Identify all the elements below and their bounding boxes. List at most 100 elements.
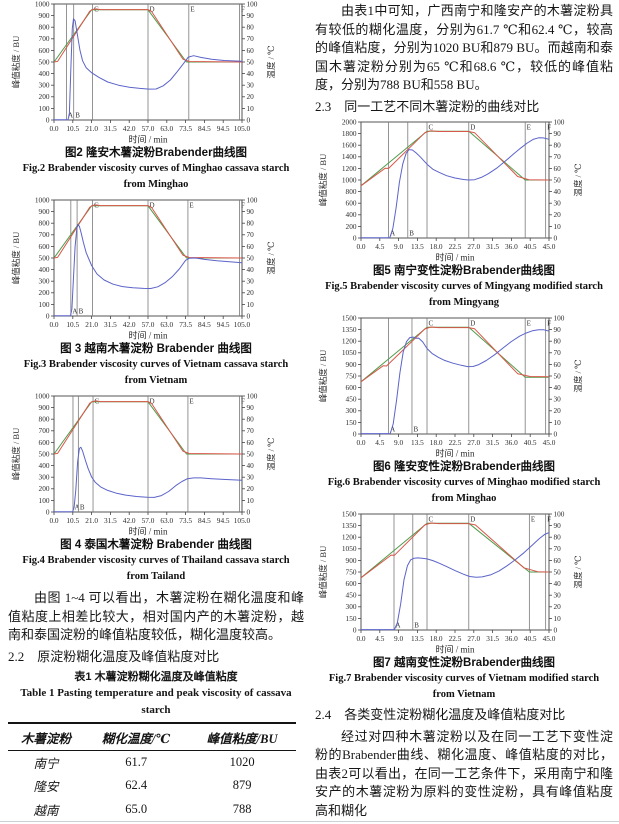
svg-text:900: 900 — [346, 359, 357, 368]
svg-text:150: 150 — [346, 613, 357, 622]
svg-text:60: 60 — [554, 359, 562, 368]
svg-text:27.0: 27.0 — [467, 634, 480, 643]
svg-text:700: 700 — [39, 230, 50, 239]
svg-text:B: B — [75, 112, 80, 120]
svg-text:27.0: 27.0 — [467, 438, 480, 447]
svg-text:400: 400 — [39, 69, 50, 78]
table-header-row: 木薯淀粉 糊化温度/℃ 峰值粘度/BU — [8, 722, 296, 751]
svg-text:45.0: 45.0 — [543, 242, 556, 251]
target-temperature-curve — [360, 522, 549, 578]
svg-text:31.5: 31.5 — [486, 242, 499, 251]
right-axis-title: 温度 / ℃ — [266, 45, 276, 78]
x-axis-title: 时间 / min — [128, 134, 168, 145]
svg-text:20: 20 — [247, 484, 255, 493]
paragraph-figures-summary: 由图 1~4 可以看出，木薯淀粉在糊化温度和峰值粘度上相差比较大，相对国内产的木… — [8, 590, 304, 642]
fig5-caption-cn: 图5 南宁变性淀粉Brabender曲线图 — [372, 264, 556, 277]
svg-text:70: 70 — [247, 34, 255, 43]
viscosity-curve — [54, 224, 243, 317]
svg-text:1500: 1500 — [342, 510, 357, 518]
svg-text:0.0: 0.0 — [356, 242, 365, 251]
viscosity-curve — [54, 446, 243, 513]
x-axis-title: 时间 / min — [435, 643, 475, 654]
svg-text:600: 600 — [39, 438, 50, 447]
left-axis-title: 峰值粘度 / BU — [318, 545, 328, 597]
paragraph-table-discussion: 由表1中可知，广西南宁和隆安产的木薯淀粉具有较低的糊化温度，分别为61.7 ℃和… — [315, 3, 613, 92]
x-axis-title: 时间 / min — [128, 526, 168, 537]
svg-text:42.0: 42.0 — [123, 320, 136, 329]
svg-text:60: 60 — [554, 555, 562, 564]
svg-text:60: 60 — [247, 242, 255, 251]
svg-text:100: 100 — [554, 118, 565, 126]
svg-text:105.0: 105.0 — [234, 516, 251, 525]
svg-text:4.5: 4.5 — [375, 242, 384, 251]
svg-text:A: A — [68, 112, 73, 120]
table1-caption-en: Table 1 Pasting temperature and peak vis… — [20, 686, 292, 716]
svg-text:13.5: 13.5 — [411, 242, 424, 251]
svg-text:84.5: 84.5 — [198, 124, 211, 133]
table-cell: 788 — [232, 801, 252, 816]
svg-text:40: 40 — [554, 187, 562, 196]
section-title: 各类变性淀粉糊化温度及峰值粘度对比 — [344, 706, 566, 722]
svg-text:A: A — [396, 621, 401, 629]
left-axis-title: 峰值粘度 / BU — [318, 349, 328, 401]
svg-text:10.5: 10.5 — [66, 124, 79, 133]
table1-caption-cn: 表1 木薯淀粉糊化温度及峰值粘度 — [74, 670, 238, 683]
svg-text:9.0: 9.0 — [394, 634, 403, 643]
svg-text:300: 300 — [346, 406, 357, 415]
paragraph-conclusion: 经过对四种木薯淀粉以及在同一工艺下变性淀粉的Brabender曲线、糊化温度、峰… — [315, 728, 613, 818]
svg-text:600: 600 — [346, 383, 357, 392]
svg-text:50: 50 — [247, 57, 255, 66]
svg-text:80: 80 — [247, 219, 255, 228]
svg-text:600: 600 — [346, 198, 357, 207]
svg-text:63.0: 63.0 — [160, 124, 173, 133]
section-title: 原淀粉糊化温度及峰值粘度对比 — [37, 648, 220, 664]
svg-text:80: 80 — [247, 415, 255, 424]
svg-text:18.0: 18.0 — [430, 438, 443, 447]
svg-text:900: 900 — [39, 11, 50, 20]
svg-text:800: 800 — [39, 219, 50, 228]
svg-text:600: 600 — [39, 242, 50, 251]
temperature-curve — [360, 326, 550, 382]
table-row: 隆安 62.4 879 — [8, 774, 296, 798]
svg-text:80: 80 — [554, 532, 562, 541]
svg-text:90: 90 — [247, 11, 255, 20]
svg-text:750: 750 — [346, 567, 357, 576]
svg-text:100: 100 — [39, 104, 50, 113]
right-axis-title: 温度 / ℃ — [573, 163, 583, 196]
svg-text:A: A — [72, 308, 77, 316]
svg-text:F: F — [547, 123, 551, 131]
svg-text:100: 100 — [247, 0, 258, 8]
svg-text:20: 20 — [554, 602, 562, 611]
svg-text:750: 750 — [346, 371, 357, 380]
svg-text:F: F — [241, 398, 245, 406]
svg-text:94.5: 94.5 — [217, 516, 230, 525]
svg-text:E: E — [190, 6, 194, 14]
svg-text:13.5: 13.5 — [411, 634, 424, 643]
svg-text:80: 80 — [554, 140, 562, 149]
svg-text:40: 40 — [247, 69, 255, 78]
svg-text:100: 100 — [39, 300, 50, 309]
svg-text:F: F — [547, 319, 551, 327]
svg-text:500: 500 — [39, 253, 50, 262]
svg-text:84.5: 84.5 — [198, 320, 211, 329]
svg-text:F: F — [241, 6, 245, 14]
svg-text:1050: 1050 — [342, 348, 357, 357]
left-axis-title: 峰值粘度 / BU — [11, 428, 21, 480]
svg-text:20: 20 — [554, 406, 562, 415]
svg-text:1200: 1200 — [342, 532, 357, 541]
svg-text:90: 90 — [247, 403, 255, 412]
svg-text:40.5: 40.5 — [524, 242, 537, 251]
svg-text:50: 50 — [554, 567, 562, 576]
svg-text:36.0: 36.0 — [505, 242, 518, 251]
left-column: 0 100 200 300 400 500 600 700 800 900 1000 0 10 20 30 4… — [8, 0, 304, 824]
svg-text:57.0: 57.0 — [142, 516, 155, 525]
svg-text:22.5: 22.5 — [449, 438, 462, 447]
svg-text:70: 70 — [554, 544, 562, 553]
fig7-brabender-chart: 0 150 300 450 600 750 900 1050 1200 1350 1500 0 10 20… — [318, 510, 583, 655]
svg-text:21.0: 21.0 — [85, 124, 98, 133]
svg-text:10.5: 10.5 — [66, 320, 79, 329]
svg-text:31.5: 31.5 — [486, 438, 499, 447]
page-bottom-edge — [0, 821, 619, 822]
svg-text:1400: 1400 — [342, 152, 357, 161]
svg-text:1500: 1500 — [342, 314, 357, 322]
